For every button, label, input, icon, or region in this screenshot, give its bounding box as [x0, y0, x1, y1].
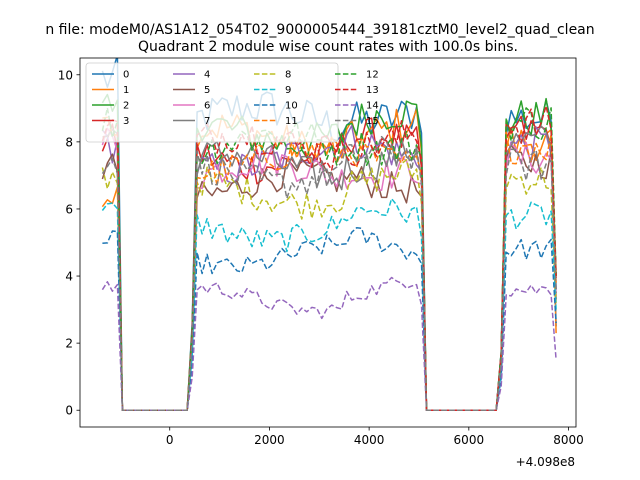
series-line-6 — [101, 127, 557, 411]
plot-area — [79, 57, 577, 428]
chart-title: Quadrant 2 module wise count rates with … — [138, 39, 518, 55]
series-line-11 — [102, 116, 557, 411]
y-axis: 0 2 4 6 8 10 — [58, 68, 80, 418]
series-line-12 — [101, 107, 557, 411]
suptitle: n file: modeM0/AS1A12_054T02_9000005444_… — [45, 22, 594, 38]
legend-box — [85, 62, 339, 143]
x-axis: 0 2000 4000 6000 8000 — [166, 427, 584, 447]
series-line-4 — [101, 124, 557, 411]
series-lines — [101, 58, 557, 411]
legend-label-3: 3 — [123, 116, 129, 127]
legend-label-7: 7 — [204, 116, 210, 127]
legend-label-6: 6 — [204, 101, 210, 112]
series-line-15 — [101, 135, 557, 411]
legend-label-10: 10 — [285, 101, 298, 112]
legend-label-8: 8 — [285, 70, 291, 81]
series-line-9 — [101, 197, 557, 411]
legend-label-12: 12 — [366, 70, 379, 81]
legend-label-0: 0 — [123, 70, 129, 81]
series-line-14 — [101, 276, 557, 411]
y-tick-label: 2 — [65, 337, 73, 351]
y-tick-label: 6 — [65, 202, 73, 216]
x-tick-label: 4000 — [354, 433, 385, 447]
x-tick-label: 8000 — [553, 433, 584, 447]
series-line-5 — [101, 144, 557, 411]
y-tick-label: 10 — [58, 68, 73, 82]
legend-label-2: 2 — [123, 101, 129, 112]
legend-label-9: 9 — [285, 85, 291, 96]
y-tick-label: 8 — [65, 135, 73, 149]
series-line-10 — [102, 226, 557, 411]
x-tick-label: 2000 — [254, 433, 285, 447]
axes-frame — [79, 57, 577, 428]
legend-label-11: 11 — [285, 116, 298, 127]
series-line-3 — [101, 115, 557, 411]
series-line-7 — [102, 125, 557, 411]
legend-label-4: 4 — [204, 70, 210, 81]
x-tick-label: 0 — [166, 433, 174, 447]
legend-label-1: 1 — [123, 85, 129, 96]
x-tick-label: 6000 — [454, 433, 485, 447]
series-line-1 — [101, 108, 557, 411]
x-offset-label: +4.098e8 — [516, 455, 575, 469]
legend-label-14: 14 — [366, 101, 379, 112]
y-tick-label: 4 — [65, 270, 73, 284]
legend-label-13: 13 — [366, 85, 379, 96]
y-tick-label: 0 — [65, 404, 73, 418]
legend-label-15: 15 — [366, 116, 379, 127]
legend-label-5: 5 — [204, 85, 210, 96]
series-line-8 — [101, 159, 557, 411]
